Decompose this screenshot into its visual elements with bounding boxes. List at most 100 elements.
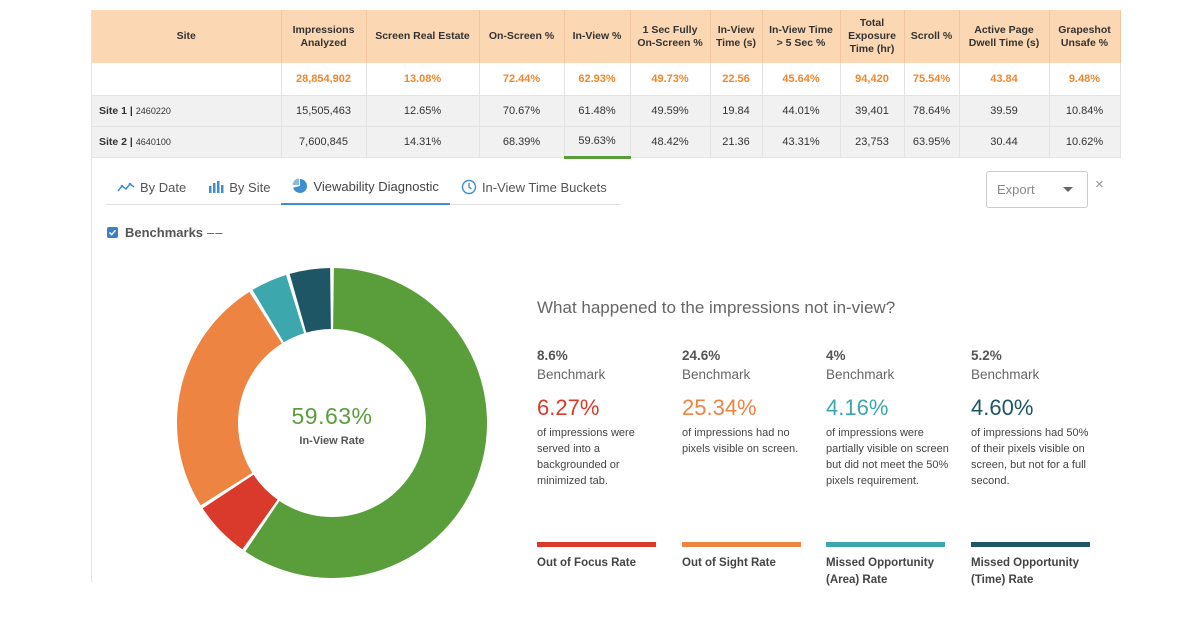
column-header[interactable]: Impressions Analyzed [281,10,367,63]
export-dropdown[interactable]: Export [986,171,1088,208]
table-cell: 10.84% [1049,95,1121,127]
column-header[interactable]: In-View Time > 5 Sec % [762,10,841,63]
in-view-rate-value: 59.63% [291,403,373,429]
benchmarks-toggle[interactable]: Benchmarks –– [107,225,224,240]
table-cell: 61.48% [564,95,631,127]
benchmark-value: 24.6% [682,348,721,363]
table-row[interactable]: Site 1 | 2460220 15,505,463 12.65% 70.67% 6… [92,95,1121,127]
table-cell: 68.39% [479,126,565,158]
column-header[interactable]: Total Exposure Time (hr) [840,10,905,63]
table-cell: 14.31% [366,126,480,158]
column-header[interactable]: 1 Sec Fully On-Screen % [630,10,711,63]
metric-description: of impressions were served into a backgr… [537,427,635,487]
site-name: Site 1 [99,104,128,117]
metric-name: Missed Opportunity (Time) Rate [971,557,1079,586]
metric-color-bar [971,542,1090,547]
close-icon[interactable]: × [1095,176,1104,193]
benchmark-label: Benchmark [682,367,751,382]
total-cell: 13.08% [366,63,480,96]
tab-by-site[interactable]: By Site [197,169,281,205]
tab-viewability-diagnostic[interactable]: Viewability Diagnostic [281,169,450,205]
table-cell: 39,401 [840,95,905,127]
tab-by-date[interactable]: By Date [106,169,197,205]
total-cell: 94,420 [840,63,905,96]
clock-icon [461,179,477,195]
table-cell: 78.64% [904,95,960,127]
column-header[interactable]: Grapeshot Unsafe % [1049,10,1121,63]
metric-description: of impressions had no pixels visible on … [682,427,799,455]
metric-color-bar [682,542,801,547]
metric-color-bar [537,542,656,547]
total-cell [92,63,282,96]
benchmark-value: 8.6% [537,348,568,363]
total-cell: 22.56 [710,63,763,96]
benchmarks-checkbox[interactable] [107,227,118,238]
metric-name: Out of Sight Rate [682,557,776,569]
site-id: 2460220 [135,105,171,116]
column-header[interactable]: Active Page Dwell Time (s) [959,10,1050,63]
column-header[interactable]: On-Screen % [479,10,565,63]
tab-label: Viewability Diagnostic [313,178,439,194]
donut-slice-missed-opportunity-time-rate[interactable] [289,268,331,333]
table-cell: 49.59% [630,95,711,127]
table-cell: 23,753 [840,126,905,158]
donut-slice-out-of-sight-rate[interactable] [177,291,282,506]
column-header[interactable]: In-View Time (s) [710,10,763,63]
metric-rate: 4.16% [826,395,889,420]
donut-slice-in-view-rate[interactable] [245,268,487,578]
table-cell: 39.59 [959,95,1050,127]
in-view-rate-label: In-View Rate [299,435,365,447]
chevron-down-icon [1063,187,1073,192]
tab-in-view-time-buckets[interactable]: In-View Time Buckets [450,169,618,205]
total-cell: 45.64% [762,63,841,96]
benchmark-label: Benchmark [537,367,606,382]
site-name: Site 2 [99,135,128,148]
metric-color-bar [826,542,945,547]
line-chart-icon [117,182,135,192]
table-cell: 21.36 [710,126,763,158]
total-cell: 9.48% [1049,63,1121,96]
table-cell: 30.44 [959,126,1050,158]
donut-slice-out-of-focus-rate[interactable] [202,474,278,550]
site-id: 4640100 [135,136,171,147]
table-cell: 48.42% [630,126,711,158]
table-cell: 63.95% [904,126,960,158]
export-label: Export [997,182,1035,197]
viewability-panel: Site Impressions Analyzed Screen Real Esta… [91,10,1121,586]
table-cell: 15,505,463 [281,95,367,127]
donut-slice-missed-opportunity-area-rate[interactable] [252,274,305,343]
metric-description: of impressions were partially visible on… [826,427,949,487]
column-header[interactable]: Site [92,10,282,63]
metric-name: Out of Focus Rate [537,557,637,569]
site-name-cell[interactable]: Site 2 | 4640100 [92,126,282,158]
table-row[interactable]: Site 2 | 4640100 7,600,845 14.31% 68.39% 59… [92,126,1121,159]
total-cell: 49.73% [630,63,711,96]
metric-description: of impressions had 50% of their pixels v… [971,427,1089,487]
metric-missed-opportunity-area: 4% Benchmark 4.16% of impressions were p… [826,348,952,586]
table-header-row: Site Impressions Analyzed Screen Real Esta… [92,10,1121,63]
column-header[interactable]: Scroll % [904,10,960,63]
benchmark-line-legend: –– [207,225,224,240]
metric-rate: 4.60% [971,395,1034,420]
metric-rate: 6.27% [537,395,600,420]
table-totals-row: 28,854,902 13.08% 72.44% 62.93% 49.73% 22.56 4… [92,63,1121,96]
metrics-table: Site Impressions Analyzed Screen Real Esta… [92,10,1121,159]
table-cell: 43.31% [762,126,841,158]
benchmarks-label: Benchmarks [125,225,204,240]
site-name-cell[interactable]: Site 1 | 2460220 [92,95,282,127]
column-header[interactable]: In-View % [564,10,631,63]
total-cell: 28,854,902 [281,63,367,96]
tab-label: By Date [140,179,187,195]
table-cell: 19.84 [710,95,763,127]
tab-label: In-View Time Buckets [481,179,607,195]
section-question: What happened to the impressions not in-… [537,298,896,317]
table-cell: 12.65% [366,95,480,127]
total-cell: 72.44% [479,63,565,96]
column-header[interactable]: Screen Real Estate [366,10,480,63]
metric-name: Missed Opportunity (Area) Rate [826,557,934,586]
checkmark-icon [108,229,117,236]
table-cell: 70.67% [479,95,565,127]
benchmark-label: Benchmark [971,367,1040,382]
total-cell: 75.54% [904,63,960,96]
benchmark-label: Benchmark [826,367,895,382]
